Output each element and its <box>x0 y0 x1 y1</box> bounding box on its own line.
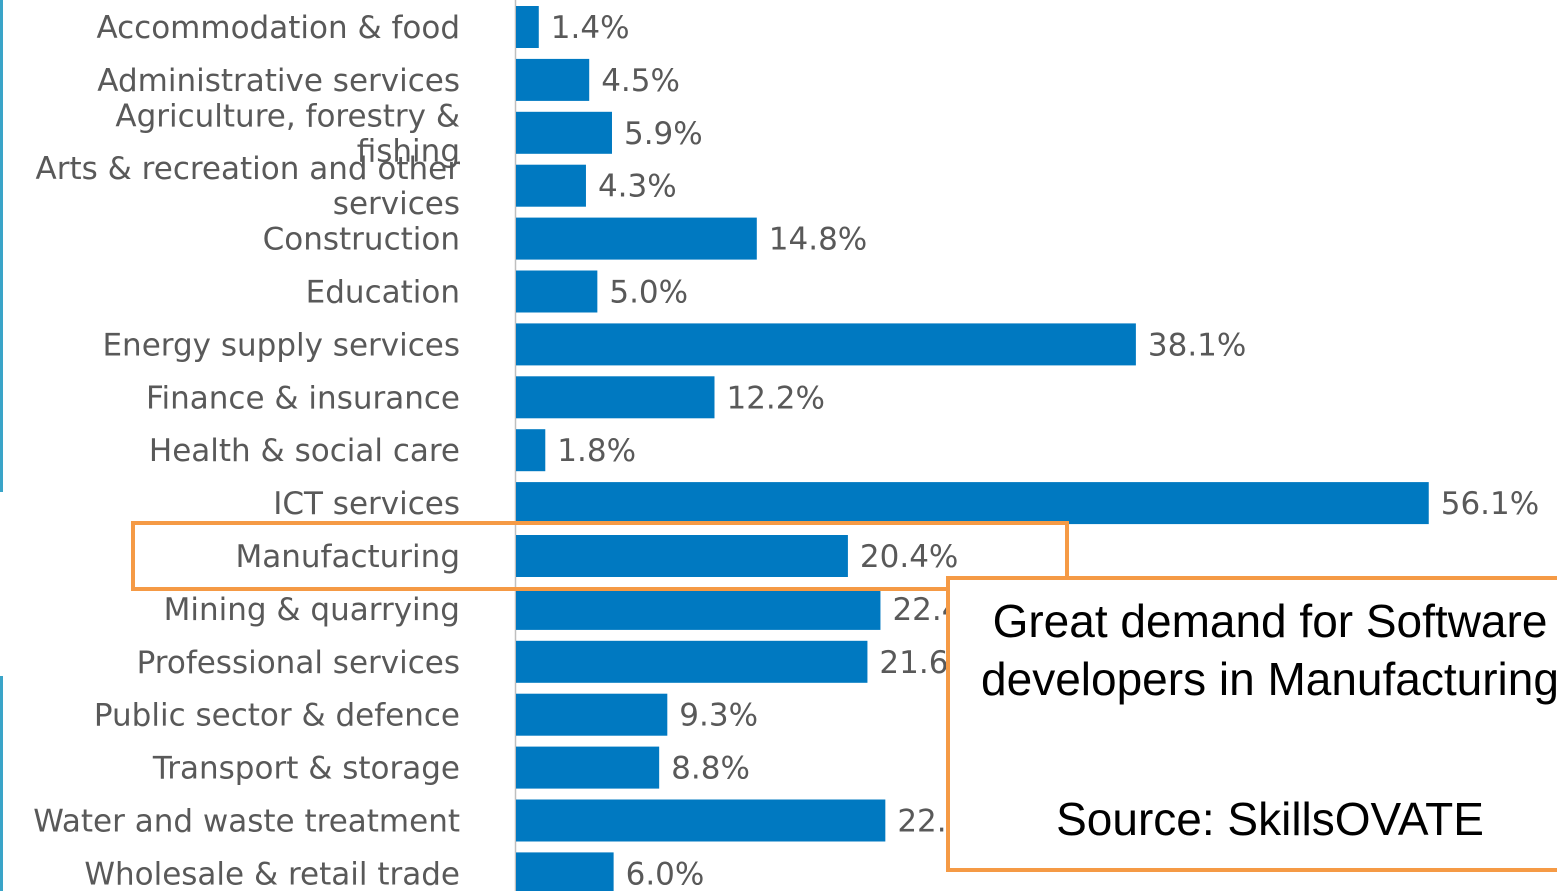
value-label-education: 5.0% <box>609 275 688 311</box>
manufacturing-highlight-box <box>131 521 1069 591</box>
category-label-construction: Construction <box>263 222 460 258</box>
category-label-mining-and-quarrying: Mining & quarrying <box>164 592 460 628</box>
bar-accommodation-and-food <box>516 6 539 48</box>
category-label-wholesale-and-retail-trade: Wholesale & retail trade <box>84 856 460 891</box>
category-label-finance-and-insurance: Finance & insurance <box>146 380 460 416</box>
callout-text: Great demand for Software developers in … <box>981 595 1557 705</box>
value-label-energy-supply-services: 38.1% <box>1148 327 1246 363</box>
category-label-professional-services: Professional services <box>137 645 460 681</box>
bar-finance-and-insurance <box>516 376 715 419</box>
bar-arts-and-recreation-and-other-services <box>516 164 586 207</box>
callout-source: Source: SkillsOVATE <box>1056 793 1484 845</box>
bar-professional-services <box>516 640 868 683</box>
category-label-accommodation-and-food: Accommodation & food <box>96 10 460 46</box>
bar-education <box>516 270 598 313</box>
bar-wholesale-and-retail-trade <box>516 852 614 891</box>
category-label-administrative-services: Administrative services <box>97 63 460 99</box>
category-label-energy-supply-services: Energy supply services <box>102 327 460 363</box>
value-label-finance-and-insurance: 12.2% <box>726 380 824 416</box>
bar-water-and-waste-treatment <box>516 799 886 842</box>
category-label-ict-services: ICT services <box>273 486 460 522</box>
category-label-health-and-social-care: Health & social care <box>149 433 460 469</box>
value-label-transport-and-storage: 8.8% <box>671 751 750 787</box>
category-label-water-and-waste-treatment: Water and waste treatment <box>33 804 460 840</box>
bar-public-sector-and-defence <box>516 693 668 736</box>
category-label-public-sector-and-defence: Public sector & defence <box>94 698 460 734</box>
value-label-manufacturing: 20.4% <box>860 539 958 575</box>
value-label-arts-and-recreation-and-other-services: 4.3% <box>598 169 677 205</box>
value-label-accommodation-and-food: 1.4% <box>551 10 630 46</box>
left-edge-accent-bottom <box>0 676 3 891</box>
left-edge-accent-top <box>0 0 3 492</box>
bar-administrative-services <box>516 58 590 101</box>
bar-agriculture-forestry-and-fishing <box>516 111 612 154</box>
value-label-wholesale-and-retail-trade: 6.0% <box>626 856 705 891</box>
category-labels-group: Accommodation & food Administrative servi… <box>33 10 460 891</box>
bar-transport-and-storage <box>516 746 660 789</box>
category-label-education: Education <box>306 275 460 311</box>
bar-construction <box>516 217 757 260</box>
value-label-administrative-services: 4.5% <box>601 63 680 99</box>
value-label-ict-services: 56.1% <box>1441 486 1539 522</box>
category-label-agriculture-forestry-and-fishing: Agriculture, forestry & fishing <box>115 98 460 169</box>
bar-energy-supply-services <box>516 323 1136 366</box>
category-label-transport-and-storage: Transport & storage <box>152 751 460 787</box>
value-label-health-and-social-care: 1.8% <box>557 433 636 469</box>
category-label-arts-and-recreation-and-other-services: Arts & recreation and other services <box>36 151 461 222</box>
bar-health-and-social-care <box>516 429 546 472</box>
value-label-agriculture-forestry-and-fishing: 5.9% <box>624 116 703 152</box>
bar-manufacturing <box>516 535 848 577</box>
value-label-public-sector-and-defence: 9.3% <box>679 698 758 734</box>
callout-box: Great demand for Software developers in … <box>946 576 1557 872</box>
value-label-construction: 14.8% <box>769 222 867 258</box>
bar-mining-and-quarrying <box>516 587 881 630</box>
bars-group <box>516 6 1429 891</box>
bar-ict-services <box>516 482 1429 525</box>
category-label-manufacturing: Manufacturing <box>236 539 460 575</box>
